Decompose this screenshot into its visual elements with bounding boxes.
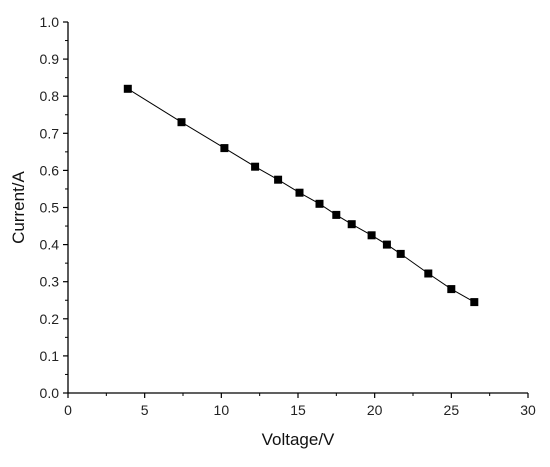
- data-point: [347, 220, 356, 229]
- y-tick-label: 0.0: [40, 385, 60, 401]
- y-tick-label: 0.7: [40, 125, 60, 141]
- y-tick-label: 0.6: [40, 162, 60, 178]
- x-tick-label: 20: [367, 402, 383, 418]
- y-tick-label: 0.4: [40, 237, 60, 253]
- x-tick-label: 30: [520, 402, 536, 418]
- x-axis-ticks: 0 5 10 15 20 25 30: [64, 393, 536, 418]
- data-point: [177, 118, 186, 127]
- x-tick-label: 5: [141, 402, 149, 418]
- data-point: [367, 231, 376, 240]
- y-tick-label: 0.1: [40, 348, 60, 364]
- data-point: [123, 84, 132, 93]
- data-point: [315, 199, 324, 208]
- y-tick-label: 0.9: [40, 51, 60, 67]
- x-axis-title: Voltage/V: [262, 430, 335, 449]
- data-point: [274, 175, 283, 184]
- x-tick-label: 15: [290, 402, 306, 418]
- y-axis-title: Current/A: [9, 170, 28, 243]
- data-point: [220, 144, 229, 153]
- y-tick-label: 1.0: [40, 14, 60, 30]
- y-tick-label: 0.5: [40, 200, 60, 216]
- y-axis-ticks: 0.0 0.1 0.2 0.3 0.4 0.5 0.6 0.7 0.8 0.9 1.0: [40, 14, 68, 401]
- x-tick-label: 10: [214, 402, 230, 418]
- data-point: [424, 269, 433, 278]
- data-point: [332, 210, 341, 219]
- x-tick-label: 25: [444, 402, 460, 418]
- data-points: [123, 84, 479, 307]
- data-point: [396, 249, 405, 258]
- data-point: [447, 285, 456, 294]
- y-tick-label: 0.8: [40, 88, 60, 104]
- data-point: [470, 298, 479, 307]
- data-point: [251, 162, 260, 171]
- x-tick-label: 0: [64, 402, 72, 418]
- y-tick-label: 0.3: [40, 274, 60, 290]
- data-point: [382, 240, 391, 249]
- data-point: [295, 188, 304, 197]
- y-tick-label: 0.2: [40, 311, 60, 327]
